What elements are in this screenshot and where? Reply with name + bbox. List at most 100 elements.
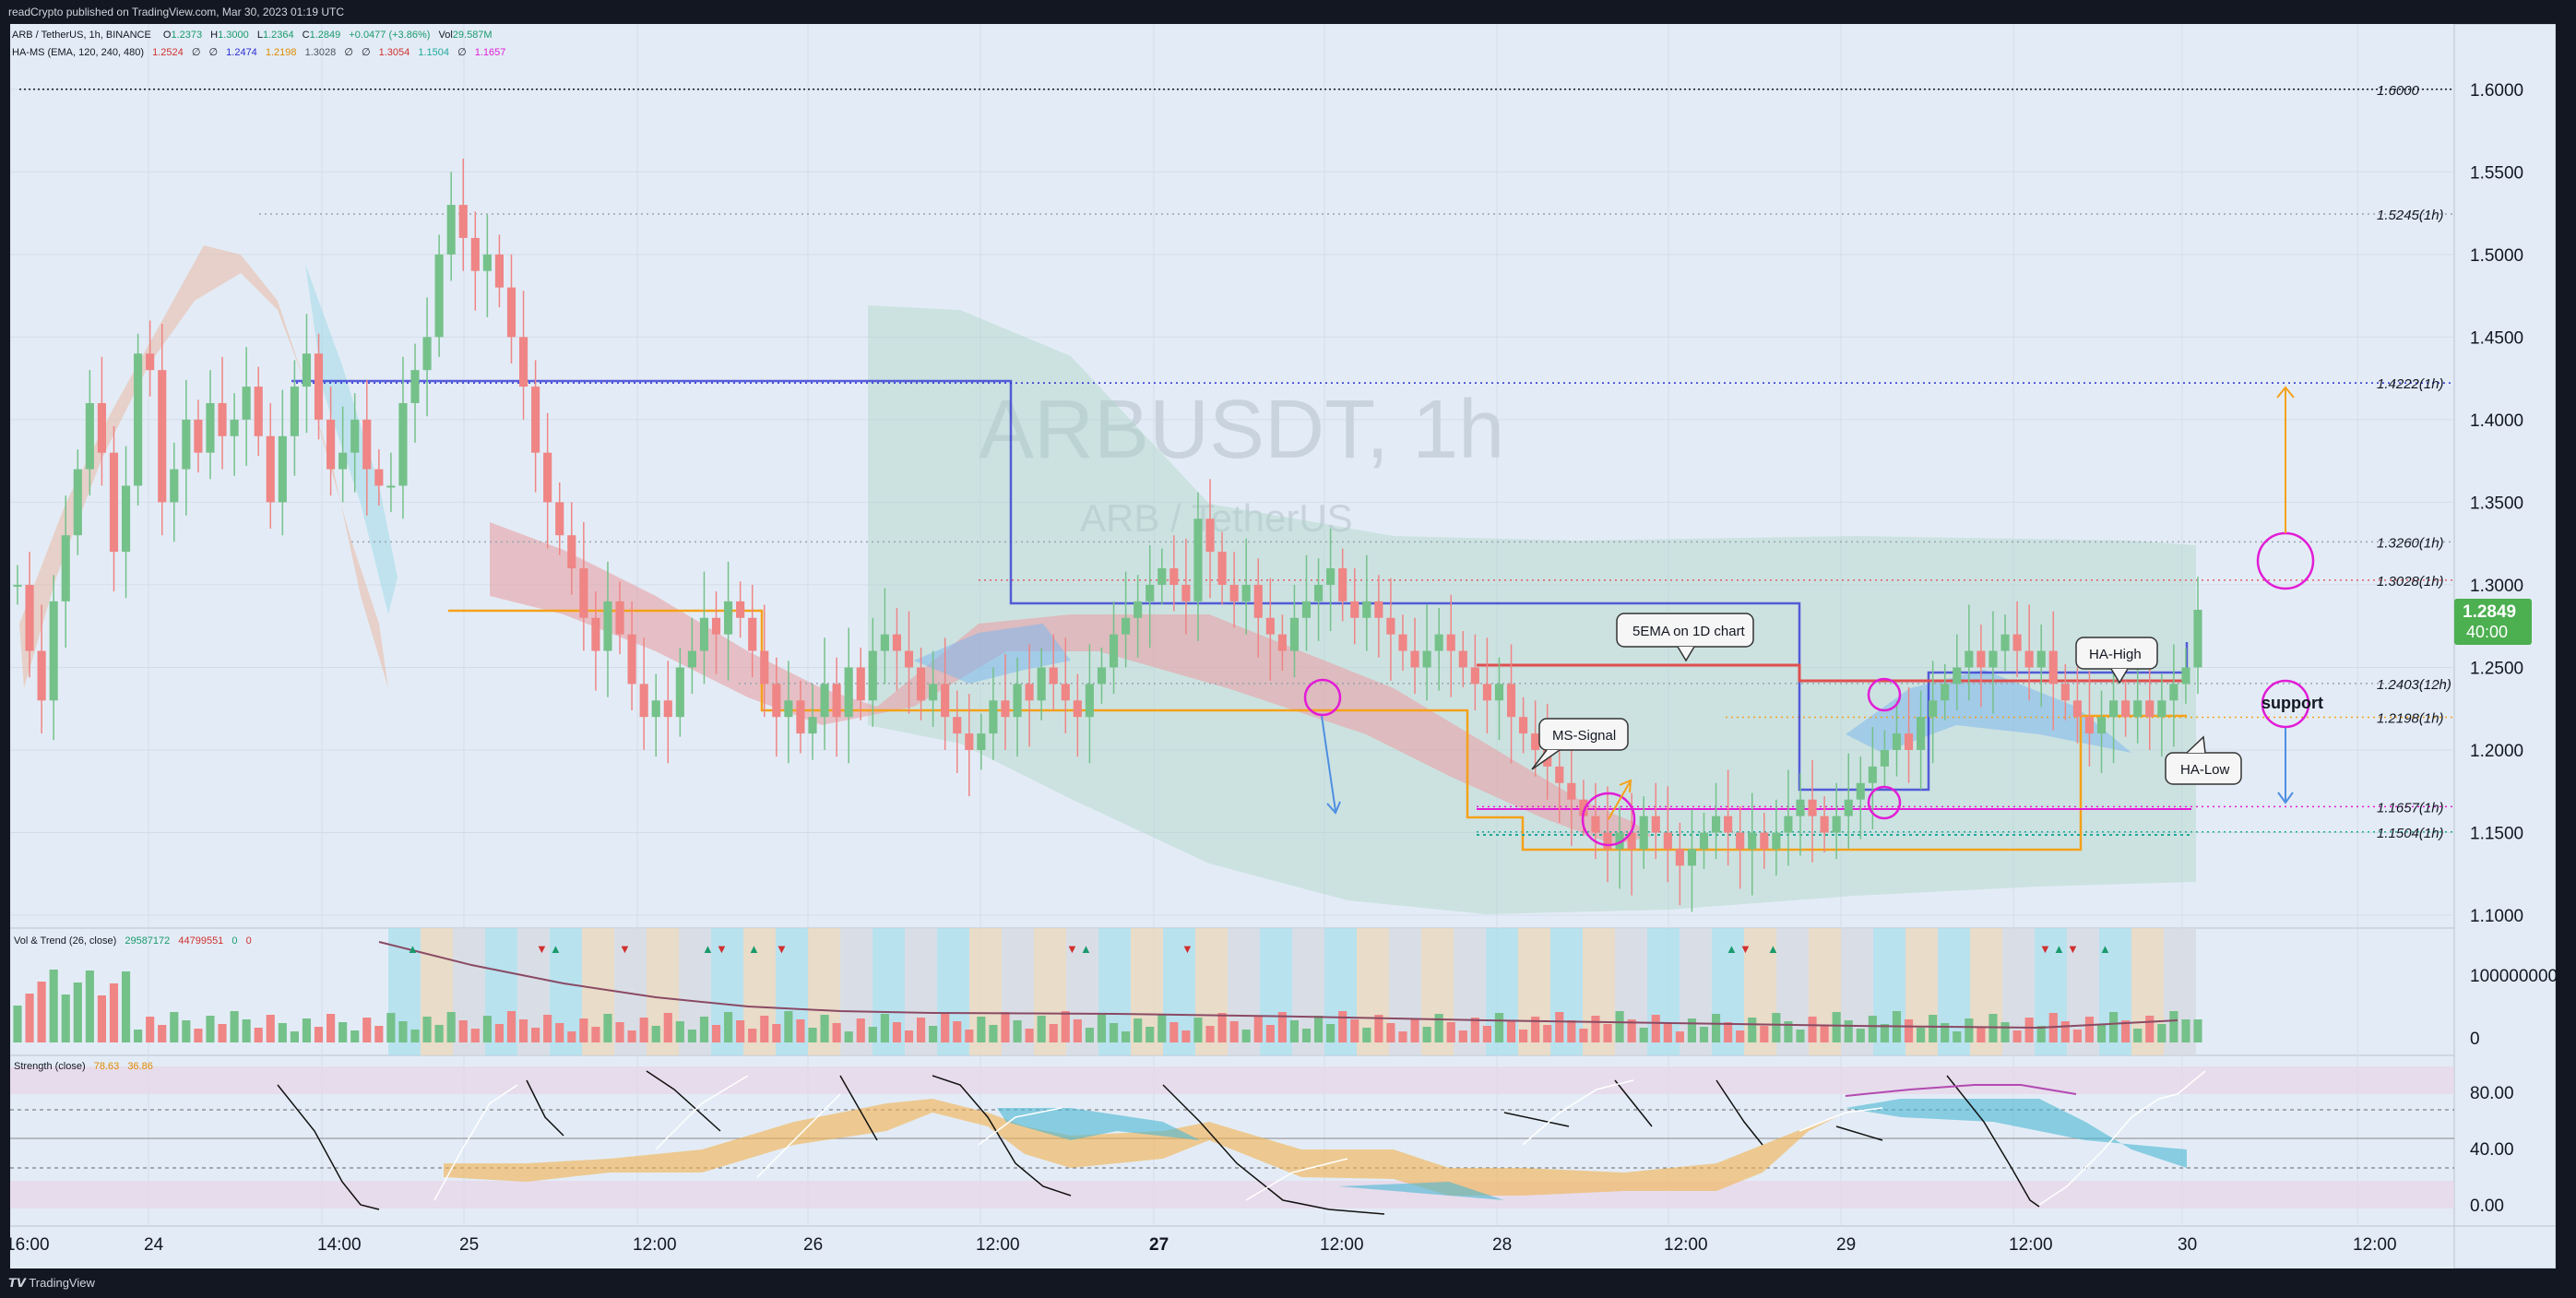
volume-bar xyxy=(760,1016,769,1042)
volume-bar xyxy=(1543,1025,1552,1042)
volume-bar xyxy=(410,1030,420,1042)
ema-callout[interactable]: 5EMA on 1D chart xyxy=(1616,613,1754,662)
candle-body xyxy=(760,650,769,685)
volume-bar xyxy=(1109,1023,1119,1042)
volume-bar xyxy=(326,1014,336,1042)
candle-body xyxy=(49,601,58,701)
tradingview-logo: 𝙏𝙑 xyxy=(8,1276,26,1290)
candle-body xyxy=(1049,667,1058,685)
price-level-label: 1.1504(1h) xyxy=(2377,826,2444,841)
volume-bar xyxy=(989,1025,998,1042)
volume-bar xyxy=(1953,1031,1962,1042)
volume-bar xyxy=(1097,1015,1107,1042)
time-axis[interactable]: 16:00 24 14:00 25 12:00 26 12:00 27 12:00 28 12:00… xyxy=(10,1235,2397,1255)
trend-arrow: ▼ xyxy=(776,942,788,956)
volume-bar xyxy=(1422,1027,1431,1042)
early-ribbon xyxy=(19,245,388,688)
candle-body xyxy=(1760,832,1769,850)
time-axis-label: 30 xyxy=(2178,1235,2197,1255)
price-axis-label: 1.1500 xyxy=(2470,825,2523,844)
volume-bar xyxy=(1784,1021,1793,1042)
candle-body xyxy=(338,452,348,470)
volume-bar xyxy=(1627,1019,1636,1042)
candle-body xyxy=(109,452,119,553)
candle-body xyxy=(290,387,299,436)
volume-bar xyxy=(1699,1027,1709,1042)
time-axis-label: 14:00 xyxy=(317,1235,362,1255)
time-axis-label: 12:00 xyxy=(2353,1235,2397,1255)
candle-body xyxy=(230,419,239,436)
candle-body xyxy=(1977,650,1986,668)
ha-high-callout[interactable]: HA-High xyxy=(2075,637,2158,685)
down-arrow-head xyxy=(1326,801,1341,815)
candle-body xyxy=(398,402,408,486)
candle-body xyxy=(1796,799,1805,816)
strength-axis-label: 40.00 xyxy=(2470,1140,2514,1160)
price-axis-label: 1.4500 xyxy=(2470,328,2523,348)
candle-body xyxy=(567,535,576,569)
volume-bar xyxy=(1988,1014,1998,1042)
volume-bar xyxy=(109,983,119,1042)
volume-bar xyxy=(85,971,94,1042)
volume-bar xyxy=(1289,1020,1300,1042)
ha-low-callout[interactable]: HA-Low xyxy=(2165,735,2242,785)
candle-body xyxy=(1736,832,1745,850)
volume-bar xyxy=(1073,1019,1082,1042)
time-axis-label: 12:00 xyxy=(633,1235,677,1255)
volume-bar xyxy=(579,1018,588,1042)
volume-pane[interactable]: ▲ ▼ ▲ ▼ ▲ ▼ ▲ ▼▼ ▼ ▲ ▼ ▲ ▼ ▲ ▼ ▲ ▼ ▲ Vol & Trend (26, clo… xyxy=(13,928,2556,1055)
time-axis-label: 24 xyxy=(144,1235,164,1255)
candle-body xyxy=(1856,782,1865,800)
ms-signal-callout[interactable]: MS-Signal xyxy=(1531,718,1629,770)
candle-body xyxy=(134,353,143,486)
candle-body xyxy=(965,733,974,750)
volume-bar xyxy=(1832,1012,1841,1042)
strength-pane[interactable]: Strength (close) 78.63 36.86 80.00 40.00… xyxy=(10,1061,2514,1216)
price-axis-label: 1.5500 xyxy=(2470,163,2523,183)
candle-body xyxy=(1025,684,1034,701)
candle-body xyxy=(1001,700,1010,718)
volume-bar xyxy=(796,1019,805,1042)
footer-bar: 𝙏𝙑 TradingView xyxy=(0,1268,2576,1298)
volume-bar xyxy=(254,1028,263,1042)
candle-body xyxy=(736,601,745,618)
candle-body xyxy=(1169,568,1179,585)
volume-bar xyxy=(2036,1026,2046,1042)
volume-bar xyxy=(494,1024,505,1042)
volume-bar xyxy=(470,1029,480,1042)
publish-info: readCrypto published on TradingView.com,… xyxy=(8,6,344,18)
trend-arrow: ▲ xyxy=(1726,942,1738,956)
candle-body xyxy=(603,601,612,651)
candle-body xyxy=(1784,816,1793,833)
volume-bar xyxy=(543,1015,552,1042)
volume-bar xyxy=(1724,1022,1733,1042)
volume-bar xyxy=(37,982,46,1042)
volume-bar xyxy=(158,1025,167,1042)
candle-body xyxy=(1832,816,1841,833)
volume-bar xyxy=(1506,1021,1516,1042)
volume-bar xyxy=(965,1030,974,1042)
trend-arrow: ▼ xyxy=(1066,942,1078,956)
volume-bar xyxy=(1410,1018,1419,1042)
volume-bar xyxy=(182,1020,191,1042)
candle-body xyxy=(1134,601,1143,618)
volume-bar xyxy=(2121,1020,2131,1042)
volume-bar xyxy=(2084,1017,2095,1042)
symbol-legend[interactable]: ARB / TetherUS, 1h, BINANCE O1.2373 H1.3… xyxy=(12,30,505,58)
candle-body xyxy=(1217,552,1227,585)
trend-band xyxy=(1454,928,1486,1055)
vol-pane-title: Vol & Trend (26, close) xyxy=(14,935,116,947)
candle-body xyxy=(458,205,468,238)
candle-body xyxy=(1627,832,1636,850)
chart-canvas[interactable]: ARBUSDT, 1h ARB / TetherUS 1.6000 1.5245(… xyxy=(10,24,2556,1268)
trend-band xyxy=(1260,928,1292,1055)
price-axis[interactable]: 1.6000 1.5500 1.5000 1.4500 1.4000 1.3500 1.30… xyxy=(2470,81,2523,926)
volume-bar xyxy=(1494,1013,1504,1042)
candle-body xyxy=(856,667,865,701)
volume-bar xyxy=(772,1024,781,1042)
candle-body xyxy=(2169,684,2178,701)
volume-bar xyxy=(567,1031,576,1042)
candle-body xyxy=(302,353,312,387)
volume-bar xyxy=(1157,1014,1167,1042)
volume-bar xyxy=(929,1026,938,1042)
